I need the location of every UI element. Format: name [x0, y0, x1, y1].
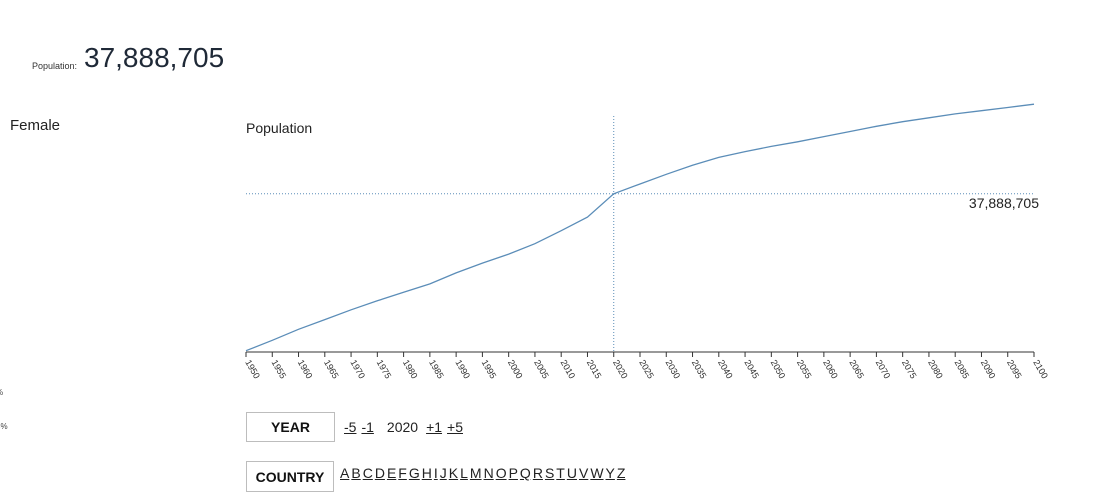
country-letter-w[interactable]: W: [590, 465, 604, 481]
country-letter-r[interactable]: R: [532, 465, 543, 481]
country-letter-j[interactable]: J: [439, 465, 447, 481]
population-value: 37,888,705: [84, 42, 225, 73]
country-letter-q[interactable]: Q: [519, 465, 531, 481]
x-tick-label-2045: 2045: [742, 358, 761, 380]
population-chart: Population 1950 1955 1960 1965 1970 1975 1980 1…: [243, 103, 1050, 380]
x-tick-label-1950: 1950: [243, 358, 262, 380]
x-tick-label-2010: 2010: [558, 358, 577, 380]
country-letter-a[interactable]: A: [340, 465, 350, 481]
year-label: YEAR: [271, 419, 310, 435]
country-letter-s[interactable]: S: [544, 465, 555, 481]
x-tick-label-2030: 2030: [664, 358, 683, 380]
x-tick-label-2075: 2075: [900, 358, 919, 380]
country-letter-k[interactable]: K: [448, 465, 459, 481]
country-letter-n[interactable]: N: [483, 465, 494, 481]
x-tick-label-2005: 2005: [532, 358, 551, 380]
x-tick-label-1975: 1975: [375, 358, 394, 380]
percent-label-1: %: [0, 388, 3, 397]
country-letter-t[interactable]: T: [556, 465, 565, 481]
country-label-box: COUNTRY: [246, 461, 334, 492]
x-tick-label-2015: 2015: [585, 358, 604, 380]
x-tick-label-2085: 2085: [952, 358, 971, 380]
x-tick-label-1990: 1990: [453, 358, 472, 380]
country-letter-y[interactable]: Y: [605, 465, 615, 481]
x-tick-label-2040: 2040: [716, 358, 735, 380]
x-tick-label-1955: 1955: [270, 358, 289, 380]
country-letter-l[interactable]: L: [460, 465, 468, 481]
x-tick-label-1995: 1995: [480, 358, 499, 380]
x-tick-label-2050: 2050: [769, 358, 788, 380]
x-tick-label-1980: 1980: [401, 358, 420, 380]
year-label-box: YEAR: [246, 412, 335, 442]
country-letter-v[interactable]: V: [578, 465, 589, 481]
x-tick-label-1965: 1965: [322, 358, 341, 380]
x-tick-label-2035: 2035: [690, 358, 709, 380]
x-tick-label-2055: 2055: [795, 358, 814, 380]
year-plus1-link[interactable]: +1: [426, 419, 443, 435]
x-tick-label-2020: 2020: [611, 358, 630, 380]
population-label: Population:: [32, 61, 78, 71]
percent-label-2: 5%: [0, 422, 8, 431]
country-letter-u[interactable]: U: [566, 465, 577, 481]
x-tick-label-2065: 2065: [847, 358, 866, 380]
country-letter-p[interactable]: P: [508, 465, 518, 481]
x-tick-label-2000: 2000: [506, 358, 525, 380]
current-year: 2020: [386, 419, 419, 435]
x-tick-label-2095: 2095: [1005, 358, 1024, 380]
country-letter-c[interactable]: C: [362, 465, 373, 481]
x-tick-label-2090: 2090: [979, 358, 998, 380]
country-letter-b[interactable]: B: [351, 465, 361, 481]
x-tick-label-1970: 1970: [348, 358, 367, 380]
x-tick-label-2070: 2070: [874, 358, 893, 380]
population-series-line: [245, 103, 1035, 352]
chart-title: Population: [246, 120, 312, 136]
country-letter-g[interactable]: G: [408, 465, 420, 481]
marker-value-label: 37,888,705: [969, 195, 1039, 211]
country-letter-f[interactable]: F: [398, 465, 407, 481]
x-tick-label-1960: 1960: [296, 358, 315, 380]
year-controls: -5 -1 2020 +1 +5: [344, 419, 468, 435]
x-tick-label-2025: 2025: [637, 358, 656, 380]
year-plus5-link[interactable]: +5: [447, 419, 463, 435]
year-minus1-link[interactable]: -1: [361, 419, 374, 435]
x-tick-label-2100: 2100: [1031, 358, 1050, 380]
x-tick-label-2080: 2080: [926, 358, 945, 380]
country-letter-d[interactable]: D: [374, 465, 385, 481]
country-letter-z[interactable]: Z: [616, 465, 626, 481]
country-letter-h[interactable]: H: [421, 465, 432, 481]
x-tick-label-1985: 1985: [427, 358, 446, 380]
country-letter-m[interactable]: M: [469, 465, 482, 481]
country-letter-i[interactable]: I: [433, 465, 438, 481]
country-letter-e[interactable]: E: [386, 465, 397, 481]
female-label: Female: [10, 117, 61, 134]
country-label: COUNTRY: [255, 468, 325, 485]
year-minus5-link[interactable]: -5: [344, 419, 357, 435]
x-tick-label-2060: 2060: [821, 358, 840, 380]
country-letter-o[interactable]: O: [495, 465, 507, 481]
